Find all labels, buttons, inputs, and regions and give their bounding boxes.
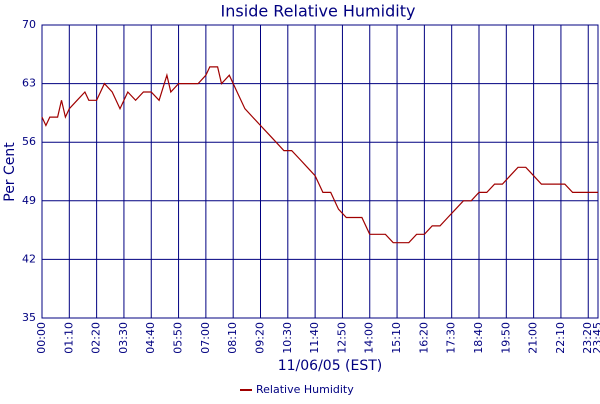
x-tick-label: 05:50 xyxy=(172,322,185,354)
y-tick-label: 42 xyxy=(22,252,36,265)
x-tick-label: 19:50 xyxy=(499,322,512,354)
x-tick-label: 14:00 xyxy=(363,322,376,354)
x-axis-label: 11/06/05 (EST) xyxy=(278,358,383,374)
y-tick-label: 63 xyxy=(22,77,36,90)
y-tick-label: 56 xyxy=(22,135,36,148)
chart-title: Inside Relative Humidity xyxy=(221,2,416,21)
x-tick-label: 02:20 xyxy=(90,322,103,354)
y-axis-label: Per Cent xyxy=(2,142,18,202)
x-tick-label: 07:00 xyxy=(199,322,212,354)
data-line xyxy=(41,66,598,244)
legend-label: Relative Humidity xyxy=(256,383,354,396)
x-tick-label: 23:45 xyxy=(591,322,600,354)
x-tick-label: 04:40 xyxy=(144,322,157,354)
x-tick-label: 18:40 xyxy=(472,322,485,354)
x-tick-label: 16:20 xyxy=(417,322,430,354)
x-tick-label: 08:10 xyxy=(226,322,239,354)
y-tick-label: 35 xyxy=(22,311,36,324)
x-tick-label: 12:50 xyxy=(335,322,348,354)
x-tick-label: 00:00 xyxy=(35,322,48,354)
x-tick-label: 10:30 xyxy=(281,322,294,354)
x-tick-label: 09:20 xyxy=(253,322,266,354)
x-tick-label: 11:40 xyxy=(308,322,321,354)
y-tick-label: 49 xyxy=(22,194,36,207)
x-tick-label: 01:10 xyxy=(62,322,75,354)
x-tick-label: 22:10 xyxy=(554,322,567,354)
y-tick-label: 70 xyxy=(22,18,36,31)
x-tick-label: 15:10 xyxy=(390,322,403,354)
x-tick-label: 17:30 xyxy=(445,322,458,354)
x-tick-label: 23:20 xyxy=(581,322,594,354)
x-tick-label: 03:30 xyxy=(117,322,130,354)
x-tick-label: 21:00 xyxy=(527,322,540,354)
